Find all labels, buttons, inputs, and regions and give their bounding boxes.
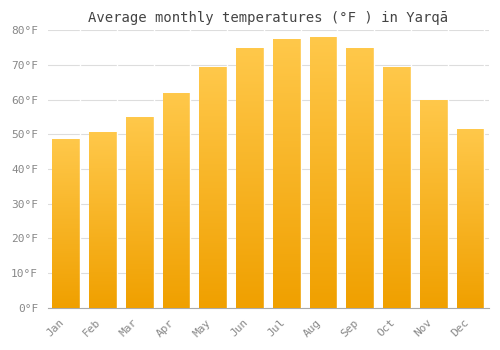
Title: Average monthly temperatures (°F ) in Yarqā: Average monthly temperatures (°F ) in Ya… <box>88 11 448 25</box>
